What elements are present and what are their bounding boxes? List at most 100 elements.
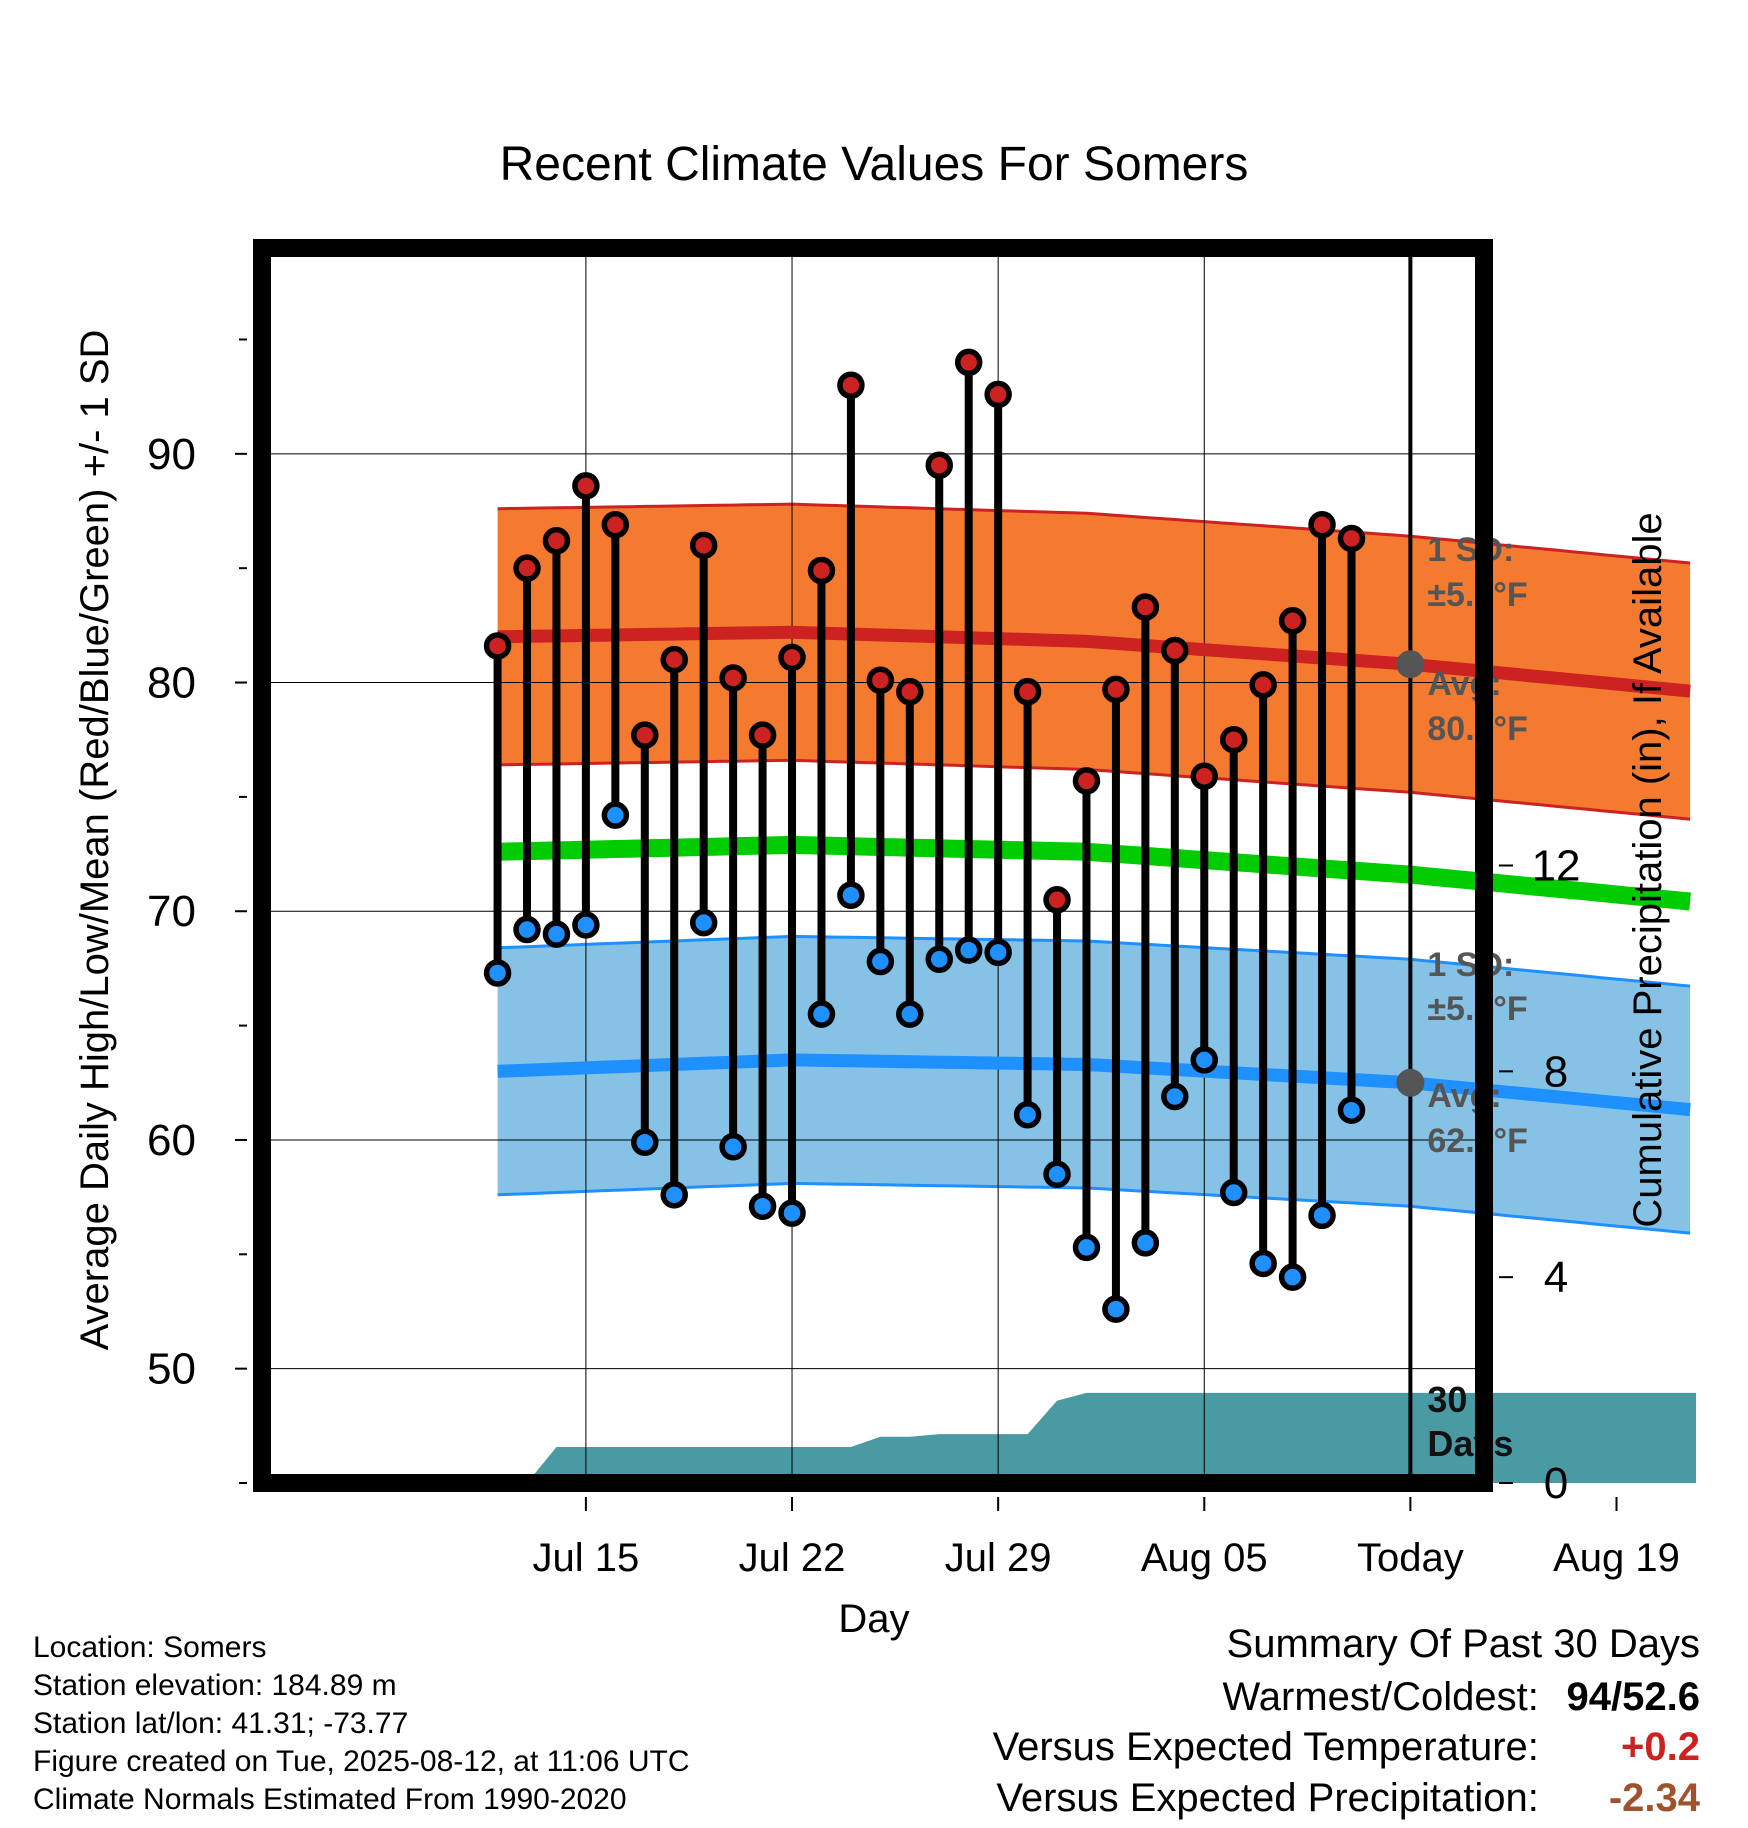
daily-high-point (1219, 725, 1248, 754)
daily-high-point (925, 451, 954, 480)
daily-high-point (1043, 886, 1071, 914)
daily-high-point (984, 380, 1012, 409)
daily-low-point (866, 947, 895, 976)
summary-temp-label: Versus Expected Temperature: (992, 1725, 1539, 1769)
daily-high-point (1190, 762, 1219, 791)
daily-low-point (748, 1192, 777, 1221)
daily-low-point (601, 801, 630, 829)
x-tick-label: Aug 19 (1553, 1536, 1680, 1580)
daily-low-point (1161, 1082, 1189, 1111)
daily-low-point (1013, 1101, 1042, 1129)
y-tick-label: 90 (147, 430, 196, 479)
summary-warmest-row: Warmest/Coldest: 94/52.6 (1223, 1675, 1701, 1720)
daily-high-point (1102, 675, 1130, 704)
daily-low-point (1249, 1249, 1277, 1278)
daily-low-point (1278, 1263, 1307, 1291)
y-tick-label: 60 (147, 1116, 196, 1165)
daily-low-point (689, 908, 718, 937)
daily-low-point (1219, 1178, 1248, 1207)
daily-low-point (542, 920, 571, 948)
daily-high-point (1072, 767, 1101, 795)
daily-low-point (807, 1000, 836, 1028)
info-latlon: Station lat/lon: 41.31; -73.77 (33, 1707, 409, 1740)
summary-precip-value: -2.34 (1608, 1776, 1700, 1820)
daily-low-point (778, 1199, 806, 1227)
daily-high-point (1131, 593, 1160, 621)
daily-low-point (1131, 1229, 1160, 1257)
daily-low-point (572, 911, 600, 939)
y-tick-label: 80 (147, 659, 196, 708)
station-info: Location: Somers Station elevation: 184.… (33, 1629, 690, 1819)
x-axis-label: Day (838, 1597, 909, 1641)
y-tick-label: 50 (147, 1345, 196, 1394)
daily-high-point (866, 666, 895, 694)
daily-high-point (748, 721, 777, 749)
daily-low-point (1190, 1046, 1219, 1074)
precip-area (527, 1392, 1696, 1483)
high-sd-label: 1 SD: (1427, 531, 1514, 569)
x-tick-label: Jul 22 (739, 1536, 846, 1580)
daily-high-point (837, 371, 865, 399)
daily-low-point (513, 915, 541, 944)
summary-temp-row: Versus Expected Temperature: +0.2 (993, 1725, 1700, 1770)
daily-high-point (807, 556, 836, 585)
info-elevation: Station elevation: 184.89 m (33, 1669, 397, 1702)
daily-high-point (896, 677, 924, 706)
daily-low-point (1043, 1160, 1071, 1188)
daily-low-point (984, 938, 1012, 967)
x-tick-label: Jul 29 (945, 1536, 1052, 1580)
daily-high-point (660, 645, 688, 674)
days-unit-label: Days (1427, 1423, 1513, 1464)
chart-title: Recent Climate Values For Somers (500, 138, 1249, 191)
today-high-avg-marker (1396, 650, 1425, 679)
daily-high-point (1337, 524, 1366, 553)
info-location: Location: Somers (33, 1631, 267, 1664)
x-tick-label: Jul 15 (533, 1536, 640, 1580)
daily-low-point (631, 1128, 659, 1156)
daily-high-point (483, 632, 512, 660)
y-axis-label: Average Daily High/Low/Mean (Red/Blue/Gr… (73, 330, 117, 1351)
daily-low-point (719, 1133, 747, 1161)
daily-high-point (513, 554, 541, 582)
daily-high-point (689, 531, 718, 560)
daily-high-point (1308, 510, 1336, 539)
daily-low-point (1102, 1295, 1130, 1323)
daily-low-point (954, 936, 983, 964)
summary-precip-label: Versus Expected Precipitation: (996, 1776, 1539, 1820)
daily-low-point (1337, 1096, 1366, 1124)
low-sd-label: 1 SD: (1427, 946, 1514, 984)
today-low-avg-marker (1396, 1068, 1425, 1097)
daily-low-point (1308, 1201, 1336, 1230)
daily-high-point (542, 526, 571, 555)
daily-high-point (1278, 607, 1307, 635)
daily-low-point (1072, 1233, 1101, 1262)
daily-low-point (837, 881, 865, 909)
y2-axis-label: Cumulative Precipitation (in), If Availa… (1626, 512, 1670, 1227)
summary-warmest-label: Warmest/Coldest: (1222, 1675, 1539, 1719)
daily-high-point (1161, 636, 1189, 665)
daily-low-point (925, 945, 954, 974)
y2-tick-label: 12 (1532, 842, 1581, 891)
daily-high-point (1249, 671, 1277, 699)
daily-low-point (483, 959, 512, 987)
summary-temp-value: +0.2 (1621, 1725, 1700, 1769)
daily-high-point (631, 721, 659, 749)
plot-frame (253, 239, 1493, 1492)
daily-low-point (660, 1181, 688, 1209)
info-normals: Climate Normals Estimated From 1990-2020 (33, 1783, 627, 1816)
daily-high-point (601, 510, 630, 539)
summary-precip-row: Versus Expected Precipitation: -2.34 (996, 1776, 1700, 1821)
daily-high-point (954, 348, 983, 377)
y-tick-label: 70 (147, 887, 196, 936)
days-count-label: 30 (1427, 1379, 1467, 1420)
summary-warmest-value: 94/52.6 (1566, 1675, 1700, 1719)
info-created: Figure created on Tue, 2025-08-12, at 11… (33, 1745, 690, 1778)
y2-tick-label: 8 (1544, 1047, 1568, 1096)
summary-title: Summary Of Past 30 Days (1226, 1622, 1700, 1666)
daily-high-point (1013, 677, 1042, 706)
y2-tick-label: 0 (1544, 1459, 1568, 1508)
x-tick-label: Aug 05 (1141, 1536, 1268, 1580)
y2-tick-label: 4 (1544, 1253, 1568, 1302)
